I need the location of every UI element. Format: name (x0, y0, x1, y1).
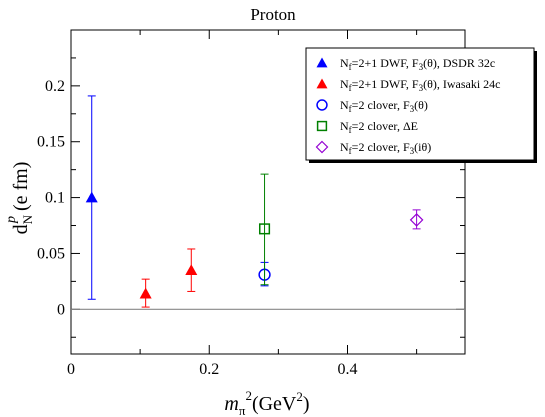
x-tick-label: 0 (67, 361, 75, 378)
legend-marker (315, 140, 329, 154)
data-point (85, 191, 98, 203)
legend-marker (316, 57, 328, 68)
legend-shadow-right (534, 51, 537, 163)
legend-label: Nf=2 clover, F3(iθ) (340, 140, 431, 156)
x-tick-label: 0.4 (337, 361, 357, 378)
data-marks (85, 95, 424, 308)
data-point (185, 264, 198, 276)
data-point (409, 213, 424, 227)
plot-frame (70, 29, 466, 355)
y-axis-label: dNp (e fm) (4, 162, 35, 235)
legend-marker (316, 78, 328, 89)
y-tick-label: 0.2 (45, 78, 65, 95)
y-tick-label: 0.05 (37, 245, 65, 262)
y-tick-label: 0.1 (45, 190, 65, 207)
legend: Nf=2+1 DWF, F3(θ), DSDR 32c Nf=2+1 DWF, F… (305, 47, 537, 163)
y-tick-label: 0 (57, 301, 65, 318)
data-point (139, 287, 152, 299)
data-point (258, 223, 271, 235)
legend-label: Nf=2+1 DWF, F3(θ), DSDR 32c (340, 56, 495, 72)
legend-label: Nf=2 clover, F3(θ) (340, 98, 428, 114)
legend-shadow-bottom (309, 160, 537, 163)
legend-label: Nf=2 clover, ΔE (340, 119, 418, 135)
legend-marker (316, 120, 328, 132)
x-tick-label: 0.2 (199, 361, 219, 378)
legend-marker (316, 99, 328, 111)
y-tick-label: 0.15 (37, 134, 65, 151)
legend-items: Nf=2+1 DWF, F3(θ), DSDR 32c Nf=2+1 DWF, F… (315, 56, 500, 156)
chart-title: Proton (250, 5, 296, 24)
legend-label: Nf=2+1 DWF, F3(θ), Iwasaki 24c (340, 77, 500, 93)
x-axis-label: mπ2(GeV2) (224, 388, 309, 417)
tick-layer: 0 0.2 0.4 0 0.05 0.1 0.15 0.2 (37, 29, 465, 378)
legend-box (305, 47, 535, 161)
